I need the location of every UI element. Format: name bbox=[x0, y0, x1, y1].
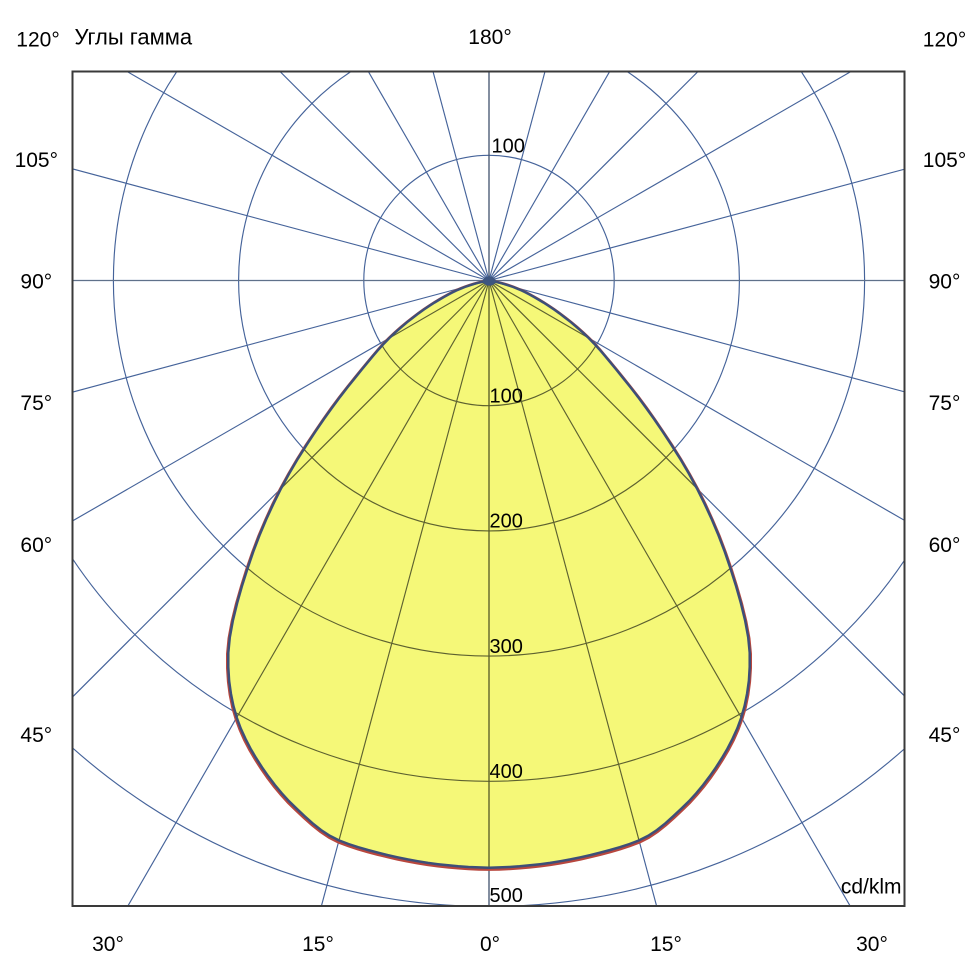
svg-text:200: 200 bbox=[490, 511, 523, 533]
svg-text:45°: 45° bbox=[929, 724, 961, 747]
svg-text:30°: 30° bbox=[856, 933, 888, 956]
svg-text:120°: 120° bbox=[16, 29, 59, 52]
svg-text:90°: 90° bbox=[20, 271, 52, 294]
svg-text:45°: 45° bbox=[20, 724, 52, 747]
svg-text:180°: 180° bbox=[468, 26, 511, 49]
svg-text:30°: 30° bbox=[92, 933, 124, 956]
svg-text:60°: 60° bbox=[20, 534, 52, 557]
svg-text:100: 100 bbox=[490, 386, 523, 408]
svg-text:105°: 105° bbox=[15, 149, 58, 172]
svg-text:105°: 105° bbox=[923, 149, 966, 172]
svg-text:60°: 60° bbox=[929, 534, 961, 557]
svg-text:75°: 75° bbox=[20, 392, 52, 415]
svg-text:100: 100 bbox=[492, 136, 525, 158]
svg-text:75°: 75° bbox=[929, 392, 961, 415]
svg-text:120°: 120° bbox=[923, 29, 966, 52]
svg-text:cd/klm: cd/klm bbox=[841, 876, 902, 899]
svg-text:90°: 90° bbox=[929, 271, 961, 294]
svg-text:Углы гамма: Углы гамма bbox=[75, 25, 193, 50]
svg-text:500: 500 bbox=[490, 885, 523, 907]
svg-text:15°: 15° bbox=[302, 933, 334, 956]
svg-text:15°: 15° bbox=[650, 933, 682, 956]
svg-text:300: 300 bbox=[490, 636, 523, 658]
svg-text:0°: 0° bbox=[480, 933, 500, 956]
svg-text:400: 400 bbox=[490, 761, 523, 783]
